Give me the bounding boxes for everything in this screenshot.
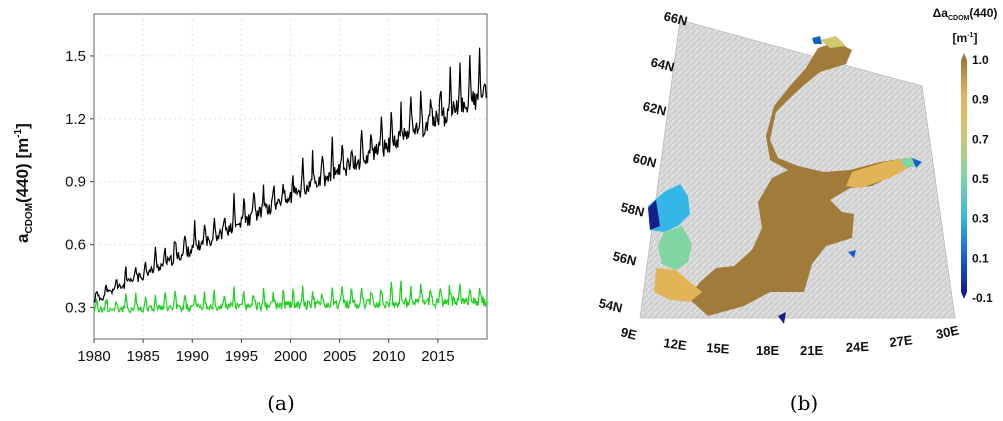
baltic-sea-main	[688, 42, 908, 316]
lon-label: 12E	[663, 335, 688, 353]
gulf-end-blue	[912, 158, 922, 168]
lat-label: 54N	[597, 295, 624, 315]
colorbar-tick-label: 0.1	[972, 251, 989, 265]
colorbar-ticks: 1.0 0.9 0.7 0.5 0.3 0.1 -0.1	[972, 53, 993, 305]
lon-label: 18E	[756, 343, 779, 358]
lon-label: 15E	[706, 340, 730, 357]
colorbar-tick-label: 0.3	[972, 212, 989, 226]
caption-a: (a)	[267, 391, 295, 415]
lon-label: 21E	[800, 343, 823, 358]
north-bay	[820, 36, 846, 48]
x-tick-label: 2015	[421, 348, 454, 365]
x-tick-label: 1980	[77, 348, 110, 365]
colorbar-tick-label: 0.7	[972, 132, 989, 146]
series-line-0	[93, 47, 488, 303]
time-series-chart: 1980 1985 1990 1995 2000 2005 2010 2015 0.3 0.6 0.…	[13, 13, 488, 365]
colorbar-tick-label: 1.0	[972, 53, 989, 67]
longitude-labels: 9E 12E 15E 18E 21E 24E 27E 30E	[619, 322, 960, 358]
colorbar-tick-label: 0.5	[972, 172, 989, 186]
y-tick-label: 0.9	[65, 174, 86, 191]
baltic-map: 66N 64N 62N 60N 58N 56N 54N 9E 12E 15E 18E 21E 24E 2…	[597, 6, 997, 358]
colorbar-tick-label: -0.1	[972, 291, 993, 305]
caption-b: (b)	[790, 391, 818, 415]
lon-label: 24E	[845, 339, 869, 355]
latitude-labels: 66N 64N 62N 60N 58N 56N 54N	[597, 8, 689, 315]
lat-label: 60N	[631, 150, 658, 170]
south-blue-spot	[778, 312, 786, 324]
x-tick-label: 2005	[323, 348, 356, 365]
gulf-of-finland	[846, 158, 912, 188]
north-bay-blue	[812, 36, 822, 44]
x-tick-label: 1995	[225, 348, 258, 365]
east-blue-spot	[848, 250, 856, 258]
x-tick-label: 1990	[176, 348, 209, 365]
colorbar-title: ΔaCDOM(440)	[933, 6, 998, 22]
colorbar-unit: [m-1]	[953, 31, 978, 45]
colorbar-bar	[961, 60, 967, 292]
gulf-end	[900, 157, 916, 168]
danish-straits	[654, 268, 702, 302]
lat-label: 58N	[619, 199, 646, 219]
grid	[94, 14, 487, 339]
lat-label: 56N	[611, 248, 638, 268]
series-lines	[93, 47, 488, 314]
y-tick-label: 1.2	[65, 111, 86, 128]
colorbar-top-arrow	[961, 53, 967, 60]
x-tick-label: 2000	[274, 348, 307, 365]
y-tick-label: 1.5	[65, 48, 86, 65]
lon-label: 27E	[889, 332, 914, 350]
colorbar-tick-label: 0.9	[972, 93, 989, 107]
series-line-1	[93, 280, 488, 314]
lon-label: 30E	[935, 322, 961, 342]
x-tick-label: 1985	[126, 348, 159, 365]
lon-label: 9E	[619, 324, 638, 342]
y-axis-label: aCDOM(440) [m-1]	[13, 123, 35, 243]
colorbar-bottom-arrow	[961, 292, 967, 299]
x-tick-label: 2010	[372, 348, 405, 365]
y-tick-label: 0.3	[65, 300, 86, 317]
colorbar: ΔaCDOM(440) [m-1] 1.0 0.9 0.7 0.5 0.3 0.1 -0.1	[933, 6, 998, 305]
lat-label: 62N	[641, 98, 668, 118]
kattegat	[658, 226, 692, 270]
skagerrak-edge	[648, 200, 660, 230]
tick-labels: 1980 1985 1990 1995 2000 2005 2010 2015 0.3 0.6 0.…	[65, 48, 454, 365]
y-tick-label: 0.6	[65, 237, 86, 254]
lat-label: 66N	[662, 8, 689, 28]
lat-label: 64N	[649, 54, 676, 74]
